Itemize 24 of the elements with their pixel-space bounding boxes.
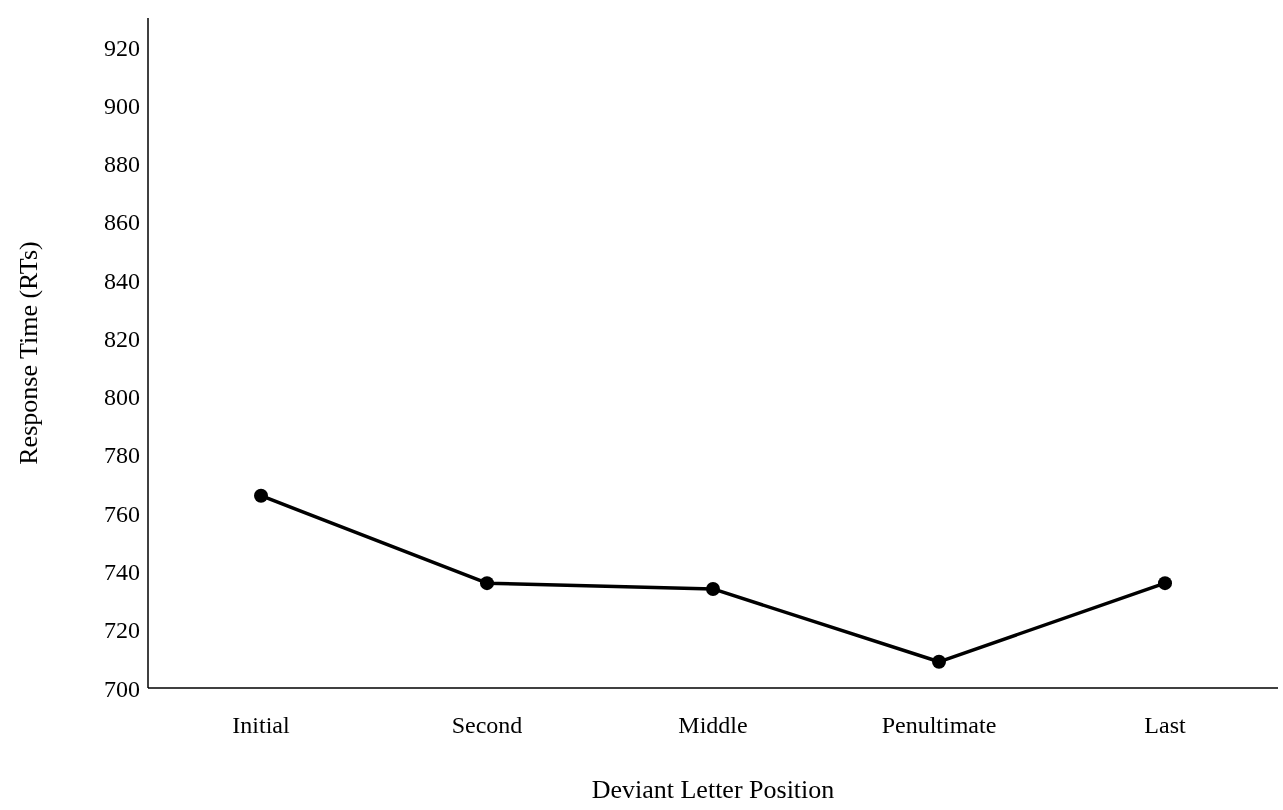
x-tick-label: Second (451, 712, 523, 739)
x-tick-label: Penultimate (881, 712, 997, 739)
y-tick-label: 720 (104, 617, 140, 644)
point (254, 488, 268, 503)
y-tick-label: 920 (104, 34, 140, 61)
y-tick-label: 820 (104, 325, 140, 352)
y-tick-label: 900 (104, 92, 140, 119)
y-axis-title: Response Time (RTs) (14, 241, 44, 465)
y-tick-label: 880 (104, 151, 140, 178)
x-axis-title: Deviant Letter Position (591, 775, 835, 804)
point (1158, 576, 1172, 591)
x-tick-label: Initial (232, 712, 290, 739)
y-tick-label: 780 (104, 442, 140, 469)
point (932, 654, 946, 669)
point (480, 576, 494, 591)
point (706, 581, 720, 596)
x-tick-label: Last (1144, 712, 1186, 739)
y-tick-label: 800 (104, 384, 140, 411)
y-tick-label: 760 (104, 500, 140, 527)
y-tick-label: 740 (104, 559, 140, 585)
x-tick-label: Middle (678, 712, 748, 739)
y-tick-label: 840 (104, 267, 140, 294)
y-tick-label: 700 (104, 675, 140, 702)
y-tick-label: 860 (104, 209, 140, 236)
